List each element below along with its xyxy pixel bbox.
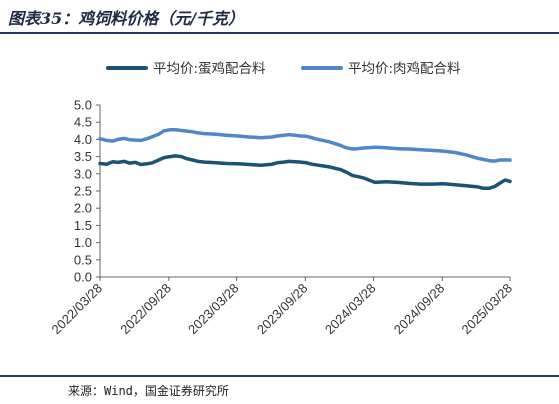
source-note: 来源：Wind，国金证券研究所 [68,384,229,398]
x-tick-label: 2023/03/28 [185,281,242,338]
y-axis: 0.0 0.5 1.0 1.5 2.0 2.5 3.0 3.5 4.0 4.5 5.0 [74,98,101,285]
y-tick-label: 0.5 [74,252,92,267]
y-tick-label: 3.0 [74,166,92,181]
plot-area [98,128,512,190]
y-tick-label: 4.0 [74,132,92,147]
x-tick-label: 2024/09/28 [391,281,448,338]
x-tick-label: 2025/03/28 [458,281,515,338]
y-tick-label: 5.0 [74,98,92,113]
title-rule [0,32,559,34]
y-tick-label: 1.0 [74,235,92,250]
series-line-2 [98,128,512,163]
line-chart: 平均价:蛋鸡配合料 平均价:肉鸡配合料 0.0 0.5 1.0 1.5 2.0 2.5 3.0… [48,60,515,338]
y-tick-label: 2.5 [74,184,92,199]
y-tick-label: 2.0 [74,201,92,216]
figure-title: 图表35：鸡饲料价格（元/千克） [8,9,245,28]
y-tick-label: 3.5 [74,149,92,164]
x-tick-label: 2022/03/28 [48,281,105,338]
x-axis: 2022/03/28 2022/09/28 2023/03/28 2023/09/28… [48,276,515,338]
footer-rule [0,375,559,377]
x-tick-label: 2024/03/28 [322,281,379,338]
legend-label-2: 平均价:肉鸡配合料 [348,60,461,77]
x-tick-label: 2022/09/28 [117,281,174,338]
y-tick-label: 1.5 [74,218,92,233]
y-tick-label: 0.0 [74,270,92,285]
legend-label-1: 平均价:蛋鸡配合料 [153,60,266,77]
figure-header: 图表35：鸡饲料价格（元/千克） [0,0,559,34]
y-tick-label: 4.5 [74,115,92,130]
series-line-1 [98,154,512,190]
x-tick-label: 2023/09/28 [254,281,311,338]
legend: 平均价:蛋鸡配合料 平均价:肉鸡配合料 [106,60,461,77]
